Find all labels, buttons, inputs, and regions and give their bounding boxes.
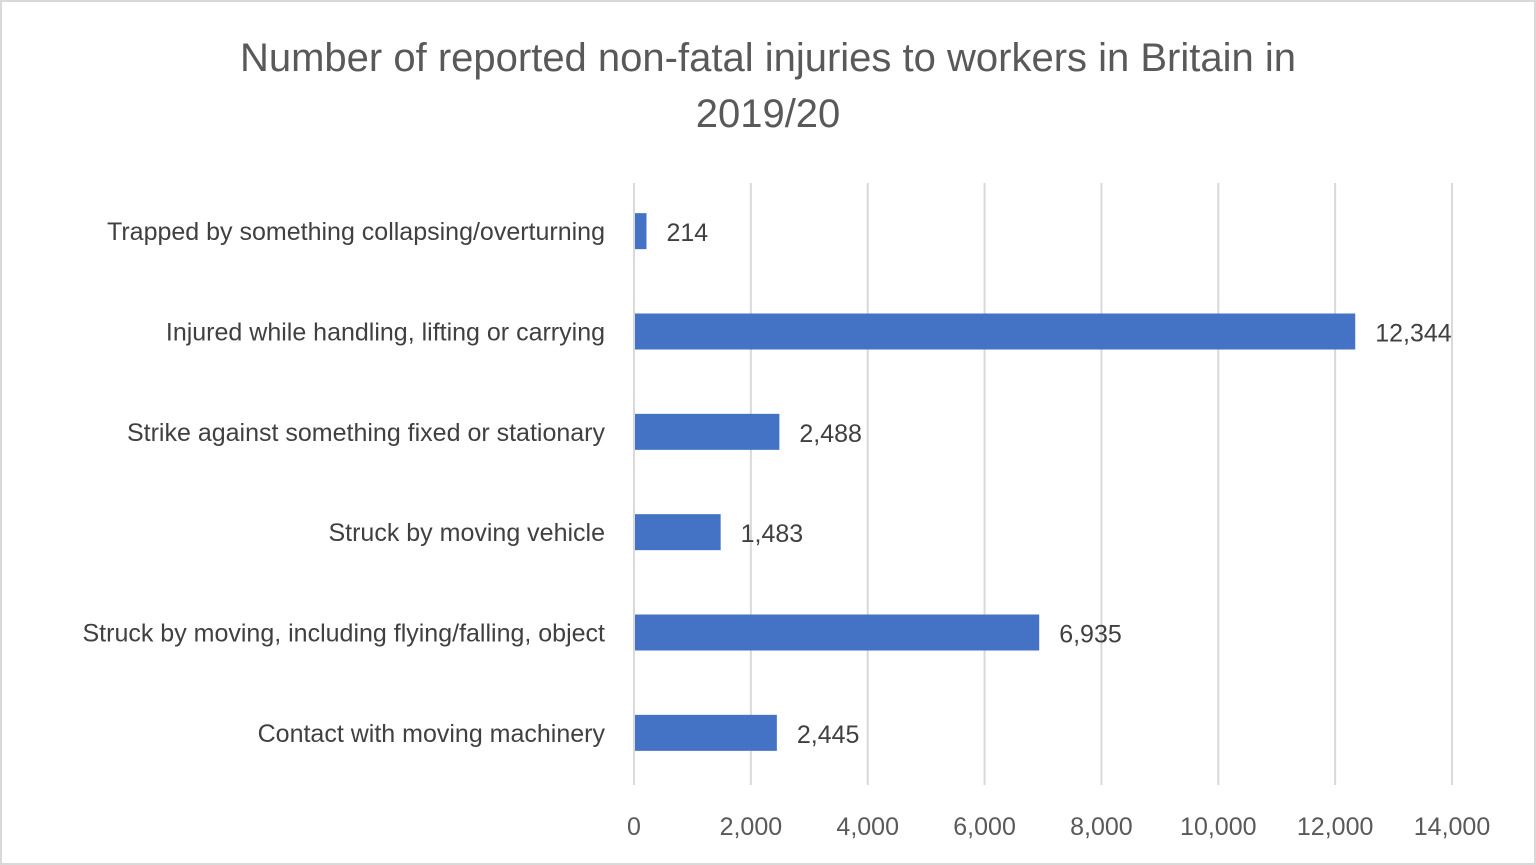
- x-tick-label: 2,000: [720, 813, 783, 841]
- x-tick-label: 0: [627, 813, 641, 841]
- data-label: 214: [667, 219, 709, 247]
- x-tick-label: 14,000: [1414, 813, 1490, 841]
- category-label: Strike against something fixed or statio…: [127, 419, 606, 447]
- data-label: 6,935: [1059, 621, 1122, 649]
- data-label: 2,488: [799, 420, 862, 448]
- category-label: Struck by moving vehicle: [328, 519, 605, 547]
- x-tick-label: 10,000: [1180, 813, 1256, 841]
- data-label: 2,445: [797, 721, 860, 749]
- chart-title-line-1: Number of reported non-fatal injuries to…: [240, 36, 1296, 80]
- category-label: Struck by moving, including flying/falli…: [83, 620, 606, 648]
- category-label: Contact with moving machinery: [258, 720, 606, 748]
- x-tick-label: 6,000: [953, 813, 1016, 841]
- bar: [635, 614, 1040, 651]
- bar: [635, 213, 647, 250]
- bar: [635, 313, 1356, 350]
- bar: [635, 413, 780, 450]
- x-tick-label: 4,000: [836, 813, 899, 841]
- x-tick-label: 8,000: [1070, 813, 1133, 841]
- data-label: 1,483: [741, 520, 804, 548]
- chart-title-line-2: 2019/20: [696, 92, 841, 136]
- category-label: Trapped by something collapsing/overturn…: [107, 218, 605, 246]
- category-label: Injured while handling, lifting or carry…: [166, 319, 605, 347]
- bar: [635, 714, 777, 751]
- x-tick-label: 12,000: [1297, 813, 1373, 841]
- bar: [635, 514, 721, 551]
- data-label: 12,344: [1375, 320, 1452, 348]
